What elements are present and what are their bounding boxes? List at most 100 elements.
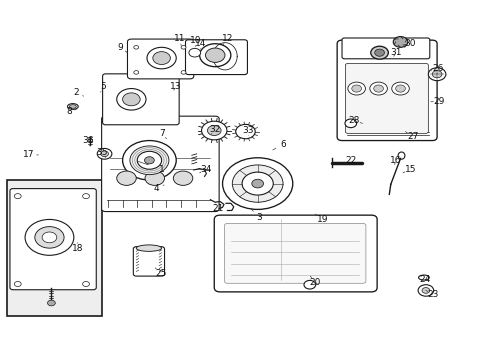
Circle shape — [344, 119, 356, 128]
Ellipse shape — [136, 245, 161, 251]
Circle shape — [47, 300, 55, 306]
Circle shape — [395, 85, 405, 92]
Text: 18: 18 — [72, 244, 83, 253]
FancyBboxPatch shape — [133, 247, 164, 276]
Text: 27: 27 — [406, 132, 418, 141]
Circle shape — [130, 146, 168, 175]
FancyBboxPatch shape — [345, 63, 427, 134]
Circle shape — [117, 89, 146, 110]
Text: 36: 36 — [82, 136, 94, 145]
Text: 31: 31 — [389, 48, 401, 57]
FancyBboxPatch shape — [102, 74, 179, 125]
Circle shape — [207, 126, 221, 135]
Text: 35: 35 — [96, 148, 108, 157]
Circle shape — [25, 220, 74, 255]
Circle shape — [251, 179, 263, 188]
Bar — [6, 180, 102, 316]
Circle shape — [181, 45, 185, 49]
Circle shape — [173, 171, 192, 185]
Circle shape — [42, 232, 57, 243]
Text: 19: 19 — [316, 215, 327, 224]
Text: 1: 1 — [159, 165, 164, 174]
Circle shape — [205, 48, 224, 62]
FancyBboxPatch shape — [341, 38, 429, 59]
FancyBboxPatch shape — [224, 224, 365, 283]
Text: 23: 23 — [427, 289, 438, 298]
Text: 34: 34 — [200, 165, 211, 174]
Text: 9: 9 — [117, 43, 123, 52]
Circle shape — [417, 285, 433, 296]
Text: 32: 32 — [209, 125, 221, 134]
FancyBboxPatch shape — [10, 189, 96, 290]
Circle shape — [351, 85, 361, 92]
Circle shape — [144, 157, 154, 164]
Circle shape — [134, 71, 139, 74]
Circle shape — [14, 282, 21, 287]
Text: 12: 12 — [221, 34, 233, 43]
Text: 7: 7 — [159, 129, 164, 138]
Circle shape — [122, 93, 140, 106]
Text: 15: 15 — [404, 165, 415, 174]
Circle shape — [153, 51, 170, 64]
Circle shape — [147, 47, 176, 69]
Ellipse shape — [418, 275, 428, 280]
Text: 25: 25 — [155, 269, 166, 278]
Circle shape — [421, 288, 429, 293]
FancyBboxPatch shape — [102, 116, 219, 212]
Circle shape — [374, 49, 384, 56]
FancyBboxPatch shape — [185, 40, 247, 75]
Text: 28: 28 — [348, 116, 359, 125]
Circle shape — [369, 82, 386, 95]
Circle shape — [14, 194, 21, 199]
Text: 3: 3 — [256, 213, 262, 222]
Circle shape — [391, 82, 408, 95]
Text: 24: 24 — [418, 275, 429, 284]
Circle shape — [347, 82, 365, 95]
Text: 8: 8 — [66, 107, 72, 116]
Circle shape — [370, 46, 387, 59]
Text: 29: 29 — [433, 96, 444, 105]
Circle shape — [134, 45, 139, 49]
Circle shape — [137, 151, 161, 169]
Text: 2: 2 — [73, 87, 79, 96]
Circle shape — [97, 148, 112, 159]
Text: 11: 11 — [174, 34, 185, 43]
Circle shape — [222, 158, 292, 210]
Circle shape — [232, 165, 283, 202]
Text: 6: 6 — [280, 140, 286, 149]
Circle shape — [82, 194, 89, 199]
FancyBboxPatch shape — [214, 215, 376, 292]
Text: 22: 22 — [345, 156, 356, 165]
Text: 33: 33 — [242, 126, 254, 135]
Circle shape — [181, 71, 185, 74]
Text: 20: 20 — [309, 278, 320, 287]
Circle shape — [201, 121, 226, 140]
Circle shape — [431, 71, 441, 78]
Text: 10: 10 — [190, 36, 201, 45]
FancyBboxPatch shape — [127, 39, 193, 79]
Circle shape — [117, 171, 136, 185]
Ellipse shape — [67, 104, 78, 109]
Text: 26: 26 — [431, 64, 443, 73]
Text: 14: 14 — [195, 39, 206, 48]
Circle shape — [392, 37, 407, 47]
Ellipse shape — [69, 105, 76, 108]
Text: 16: 16 — [389, 156, 401, 165]
Circle shape — [145, 171, 164, 185]
Circle shape — [427, 68, 445, 81]
Circle shape — [101, 151, 108, 157]
Circle shape — [188, 48, 200, 57]
Circle shape — [82, 282, 89, 287]
Circle shape — [242, 172, 273, 195]
Text: 4: 4 — [154, 184, 159, 193]
Circle shape — [373, 85, 383, 92]
Circle shape — [199, 44, 230, 67]
Circle shape — [122, 140, 176, 180]
Circle shape — [235, 125, 255, 139]
Circle shape — [304, 280, 315, 289]
FancyBboxPatch shape — [336, 40, 436, 140]
Text: 5: 5 — [100, 82, 106, 91]
Text: 21: 21 — [212, 204, 223, 213]
Circle shape — [35, 226, 64, 248]
Text: 13: 13 — [169, 82, 181, 91]
